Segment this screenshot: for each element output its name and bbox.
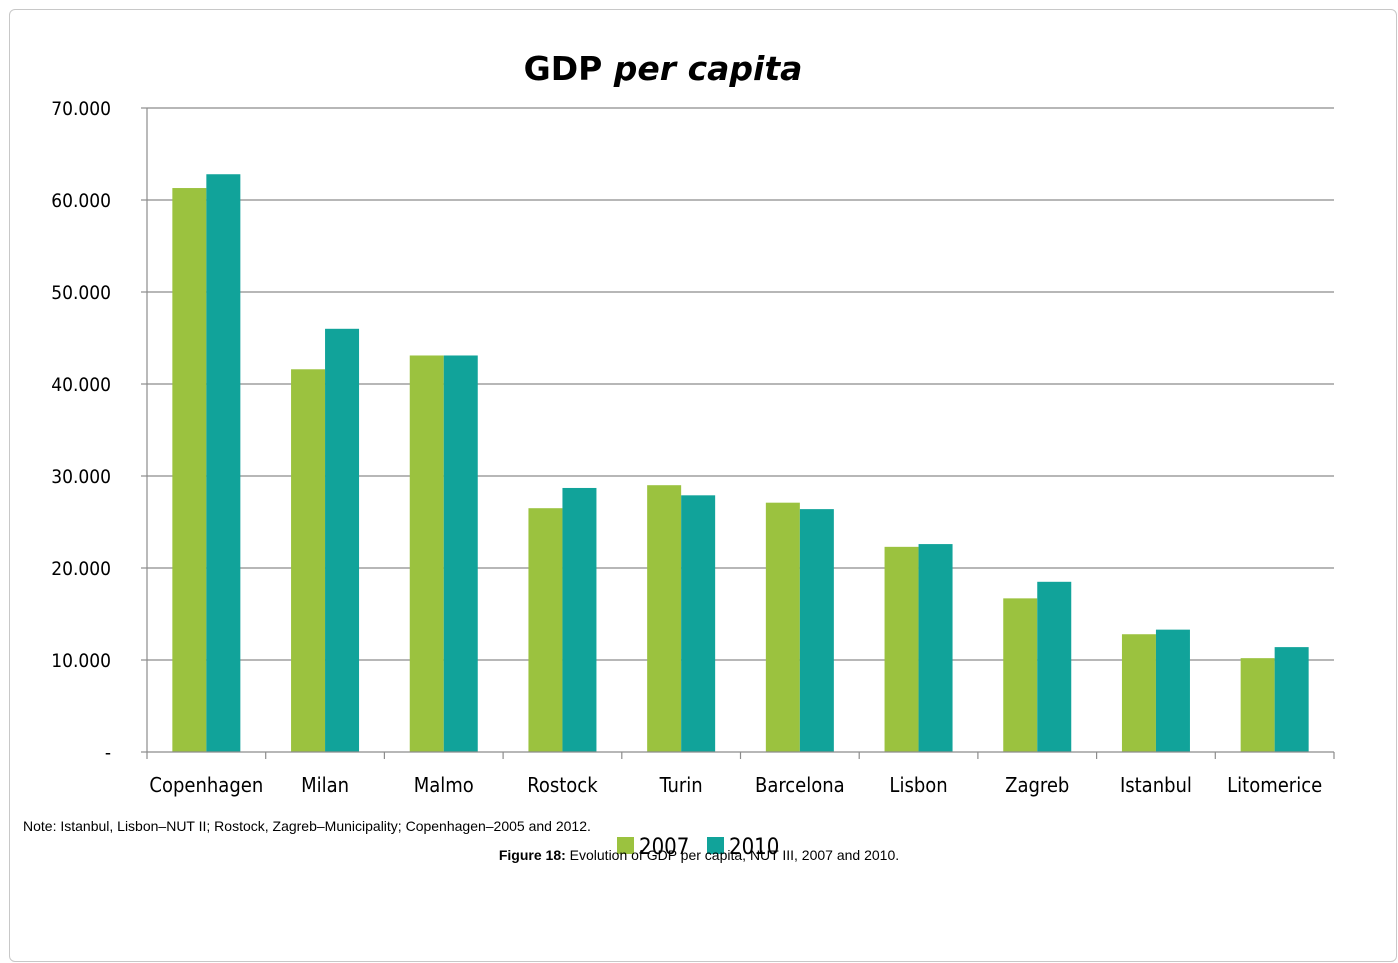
- x-category-label: Milan: [301, 773, 349, 797]
- y-tick-label: 10.000: [51, 650, 111, 672]
- bar-2007-barcelona: [765, 502, 800, 752]
- legend: 2007 2010: [617, 835, 779, 860]
- x-category-label: Istanbul: [1120, 773, 1192, 797]
- y-tick-label: 60.000: [51, 190, 111, 212]
- bar-2010-copenhagen: [206, 174, 241, 753]
- bar-2010-rostock: [562, 487, 597, 752]
- figure-frame: [9, 9, 1397, 962]
- bar-2010-zagreb: [1037, 581, 1072, 752]
- bar-2007-zagreb: [1003, 598, 1038, 752]
- bar-2010-litomerice: [1274, 647, 1309, 752]
- bar-2007-litomerice: [1240, 658, 1275, 752]
- bar-2007-lisbon: [884, 546, 919, 752]
- x-category-label: Rostock: [527, 773, 598, 797]
- bar-2007-copenhagen: [172, 188, 207, 753]
- x-category-label: Turin: [659, 773, 703, 797]
- caption-text: Evolution of GDP per capita, NUT III, 20…: [565, 847, 900, 863]
- bar-2010-barcelona: [799, 509, 834, 752]
- bar-series: [172, 174, 1309, 753]
- bar-2010-milan: [325, 328, 360, 752]
- caption-label: Figure 18:: [498, 847, 566, 863]
- legend-label-2007: 2007: [639, 835, 689, 860]
- x-category-label: Copenhagen: [149, 773, 263, 797]
- bar-2010-turin: [681, 495, 716, 752]
- bar-2007-istanbul: [1121, 634, 1156, 752]
- bar-2010-malmo: [443, 355, 478, 752]
- x-axis-labels: Copenhagen Milan Malmo Rostock Turin Barcelon…: [149, 773, 1322, 797]
- y-tick-label: 40.000: [51, 374, 111, 396]
- bar-2007-rostock: [528, 508, 563, 752]
- chart-title-italic: per capita: [613, 49, 803, 88]
- y-tick-label: 20.000: [51, 558, 111, 580]
- x-category-label: Barcelona: [755, 773, 845, 797]
- chart-title: GDP per capita: [524, 49, 803, 88]
- bar-2010-istanbul: [1155, 629, 1190, 752]
- x-category-label: Litomerice: [1227, 773, 1322, 797]
- y-tick-label: 50.000: [51, 282, 111, 304]
- legend-swatch-2007: [617, 837, 634, 854]
- x-category-label: Lisbon: [889, 773, 947, 797]
- y-tick-label: 30.000: [51, 466, 111, 488]
- bar-2007-milan: [291, 369, 326, 752]
- y-tick-label: -: [105, 742, 111, 764]
- chart-note: Note: Istanbul, Lisbon–NUT II; Rostock, …: [23, 818, 591, 834]
- y-tick-label: 70.000: [51, 98, 111, 120]
- x-axis: [146, 108, 1335, 759]
- legend-swatch-2010: [707, 837, 724, 854]
- chart-title-main: GDP: [524, 49, 603, 88]
- y-axis-ticks: - 10.000 20.000 30.000 40.000 50.000 60.000 70.…: [51, 98, 147, 764]
- x-category-label: Malmo: [414, 773, 474, 797]
- x-category-label: Zagreb: [1005, 773, 1069, 797]
- gdp-bar-chart: GDP per capita - 10.000 20.000 30.000 40.000…: [51, 49, 1335, 860]
- legend-label-2010: 2010: [729, 835, 779, 860]
- bar-2007-malmo: [409, 355, 444, 752]
- bar-2007-turin: [647, 485, 682, 752]
- figure-caption: Figure 18: Evolution of GDP per capita, …: [0, 847, 1398, 863]
- bar-2010-lisbon: [918, 544, 953, 752]
